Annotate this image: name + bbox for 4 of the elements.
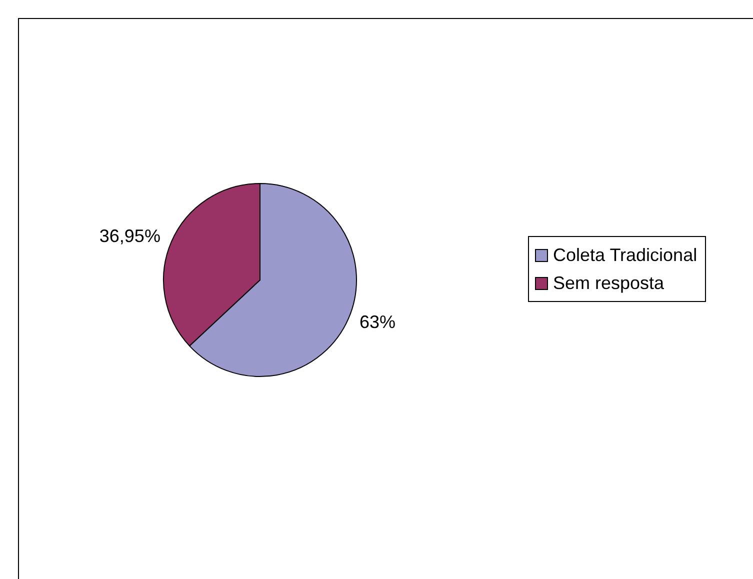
data-label: 36,95% (99, 226, 160, 246)
data-label: 63% (360, 312, 396, 332)
legend-label: Coleta Tradicional (553, 244, 698, 267)
legend-label: Sem resposta (553, 272, 664, 295)
